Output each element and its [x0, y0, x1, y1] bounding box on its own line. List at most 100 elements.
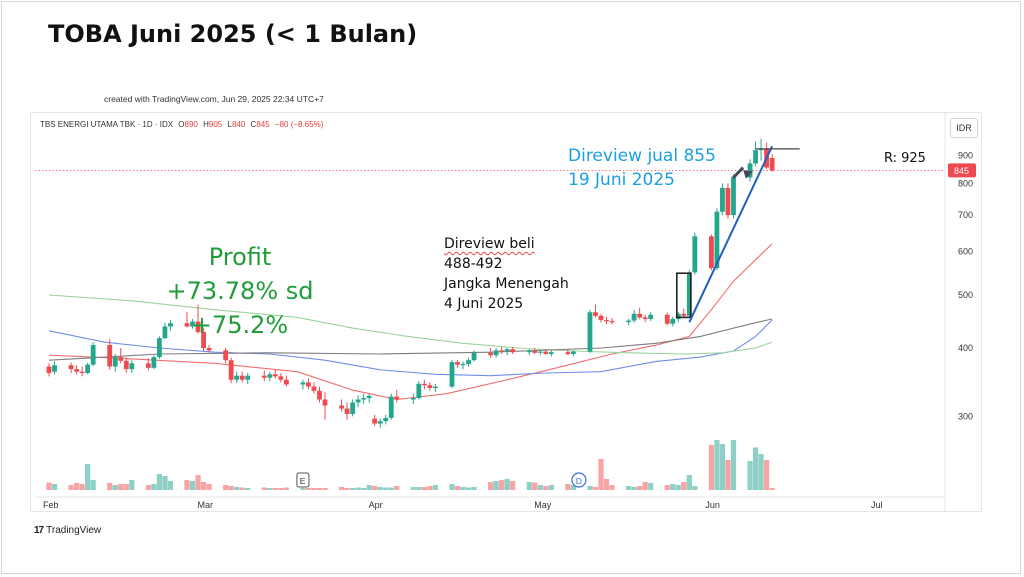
candle-body	[753, 150, 758, 164]
candle-body	[731, 177, 736, 216]
candle-body	[52, 365, 57, 372]
candle-body	[648, 314, 654, 319]
high-label: H	[203, 120, 209, 129]
volume-bar	[151, 484, 157, 490]
volume-bar	[548, 485, 554, 490]
candle-body	[609, 321, 615, 323]
volume-bar	[118, 484, 124, 490]
candle-body	[223, 350, 229, 361]
volume-bar	[664, 485, 670, 490]
buy-annotation: Direview beli 488-492 Jangka Menengah 4 …	[444, 234, 569, 314]
profit-title: Profit	[208, 243, 272, 271]
volume-bar	[112, 485, 118, 490]
close-label: C	[250, 120, 257, 129]
volume-bar	[708, 445, 714, 490]
volume-bar	[234, 487, 240, 490]
candle-body	[68, 365, 74, 370]
candle-body	[686, 272, 692, 316]
y-tick-label: 900	[958, 150, 973, 160]
volume-bar	[272, 488, 278, 490]
candle-body	[504, 349, 510, 352]
candle-body	[714, 211, 720, 269]
volume-bar	[587, 486, 593, 490]
candle-body	[129, 363, 135, 370]
x-tick-label: Feb	[43, 500, 59, 510]
buy-line-3: Jangka Menengah	[444, 276, 569, 292]
volume-bar	[51, 484, 58, 490]
event-marker-label: E	[300, 476, 306, 486]
candle-body	[372, 418, 378, 424]
volume-bar	[361, 488, 367, 490]
volume-bar	[499, 480, 505, 490]
moving-average-line	[48, 318, 773, 361]
tradingview-logo: 17 TradingView	[34, 525, 101, 536]
candle-body	[526, 350, 532, 353]
volume-bar	[350, 488, 356, 490]
volume-bar	[504, 479, 510, 490]
candle-body	[85, 364, 91, 374]
volume-bar	[200, 482, 207, 490]
candle-body	[267, 374, 273, 378]
volume-bar	[675, 485, 681, 490]
sell-line-2: 19 Juni 2025	[568, 170, 675, 190]
volume-bar	[267, 488, 273, 490]
volume-bar	[416, 487, 422, 490]
volume-bar	[79, 484, 85, 490]
buy-line-2: 488-492	[444, 256, 503, 272]
candle-body	[604, 320, 609, 322]
candle-body	[361, 398, 367, 400]
volume-bar	[107, 483, 113, 490]
candle-body	[587, 312, 593, 352]
volume-bar	[465, 487, 472, 490]
candle-body	[344, 408, 350, 414]
volume-bar	[300, 488, 306, 490]
candle-body	[449, 362, 455, 387]
open-value: 890	[184, 120, 198, 129]
moving-average-line	[48, 243, 773, 401]
candle-body	[157, 338, 162, 358]
candle-body	[537, 351, 543, 353]
candle-body	[565, 352, 571, 355]
volume-bar	[432, 485, 438, 490]
low-label: L	[227, 120, 232, 129]
volume-bar	[316, 488, 323, 490]
volume-bar	[670, 484, 676, 490]
candle-body	[206, 348, 212, 351]
candle-body	[692, 236, 698, 273]
candle-body	[383, 417, 389, 422]
volume-bar	[129, 480, 135, 490]
candle-body	[123, 360, 129, 370]
chart-frame	[30, 112, 982, 512]
sell-arrow-head	[743, 170, 754, 179]
candle-body	[151, 357, 157, 368]
volume-bar	[609, 485, 615, 490]
candle-body	[709, 236, 714, 269]
candle-body	[460, 363, 466, 366]
volume-bar	[167, 481, 174, 490]
candle-body	[433, 386, 438, 389]
x-tick-label: Mar	[198, 500, 214, 510]
candle-body	[162, 326, 168, 339]
volume-bar	[488, 482, 494, 490]
y-tick-label: 400	[958, 343, 973, 353]
candle-body	[598, 315, 604, 321]
volume-bar	[74, 483, 80, 490]
volume-bar	[570, 485, 576, 490]
volume-bar	[543, 486, 549, 490]
candle-body	[283, 379, 289, 385]
last-price-tag-label: 845	[954, 166, 969, 176]
candle-body	[245, 375, 251, 380]
profit-range: +73.78% sd +75.2%	[166, 277, 314, 339]
resistance-label: R: 925	[884, 151, 926, 166]
close-value: 845	[256, 120, 270, 129]
volume-bar	[372, 486, 378, 490]
currency-badge[interactable]: IDR	[950, 118, 978, 138]
candle-body	[90, 345, 96, 365]
volume-bar	[366, 485, 372, 490]
candle-body	[278, 376, 284, 380]
candle-body	[355, 399, 361, 403]
volume-bar	[714, 440, 720, 490]
candle-body	[145, 363, 151, 368]
volume-bar	[46, 482, 52, 490]
